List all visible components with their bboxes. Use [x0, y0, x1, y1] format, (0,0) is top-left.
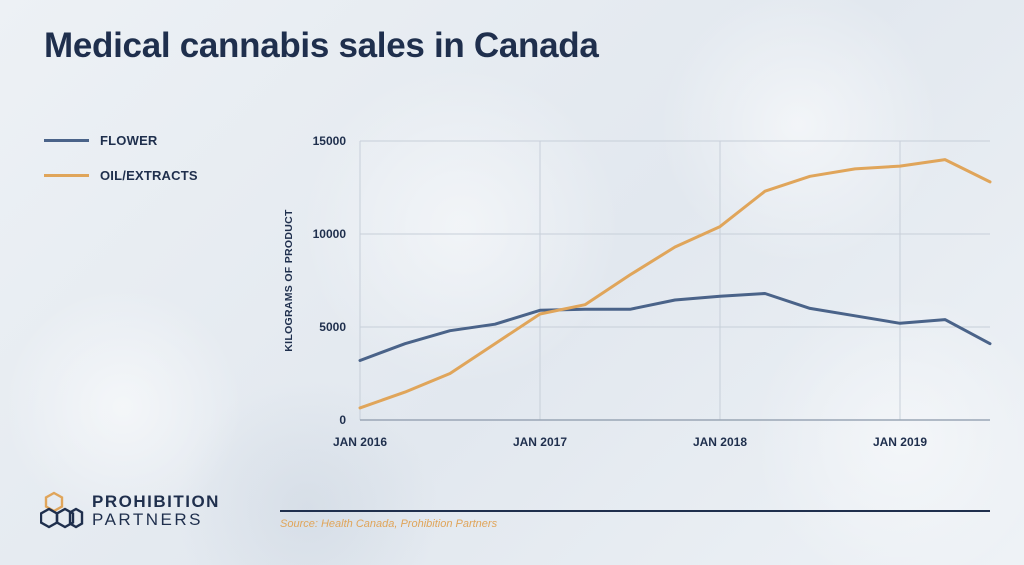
legend-label-oil-extracts: OIL/EXTRACTS	[100, 167, 198, 183]
x-tick-label: JAN 2019	[873, 435, 927, 449]
legend-label-flower: FLOWER	[100, 132, 158, 148]
legend-swatch-flower	[44, 138, 89, 142]
page-title: Medical cannabis sales in Canada	[44, 26, 599, 65]
y-tick-label: 0	[339, 413, 346, 427]
logo-text-line2: PARTNERS	[92, 510, 204, 529]
legend-swatch-oil-extracts	[44, 173, 89, 177]
prohibition-partners-logo: PROHIBITION PARTNERS	[40, 491, 220, 531]
y-tick-label: 15000	[313, 134, 347, 148]
legend-item-oil-extracts: OIL/EXTRACTS	[44, 165, 198, 185]
chart-grid	[359, 140, 990, 420]
y-axis-title: KILOGRAMS OF PRODUCT	[283, 209, 295, 352]
chart-legend: FLOWER OIL/EXTRACTS	[44, 130, 198, 200]
legend-item-flower: FLOWER	[44, 130, 198, 150]
x-tick-label: JAN 2016	[333, 435, 387, 449]
y-tick-label: 10000	[313, 227, 347, 241]
series-line-oil-extracts	[358, 158, 992, 410]
logo-text-line1: PROHIBITION	[92, 492, 220, 511]
hexagon-cluster-icon	[40, 491, 84, 529]
chart-series	[358, 158, 992, 410]
chart-labels: 0 5000 10000 15000 JAN 2016 JAN 2017 JAN 2018 J…	[283, 134, 927, 449]
source-note: Source: Health Canada, Prohibition Partn…	[280, 518, 498, 530]
series-line-flower	[358, 292, 992, 362]
x-tick-label: JAN 2018	[693, 435, 747, 449]
x-tick-label: JAN 2017	[513, 435, 567, 449]
source-divider	[280, 510, 990, 512]
y-tick-label: 5000	[319, 320, 346, 334]
